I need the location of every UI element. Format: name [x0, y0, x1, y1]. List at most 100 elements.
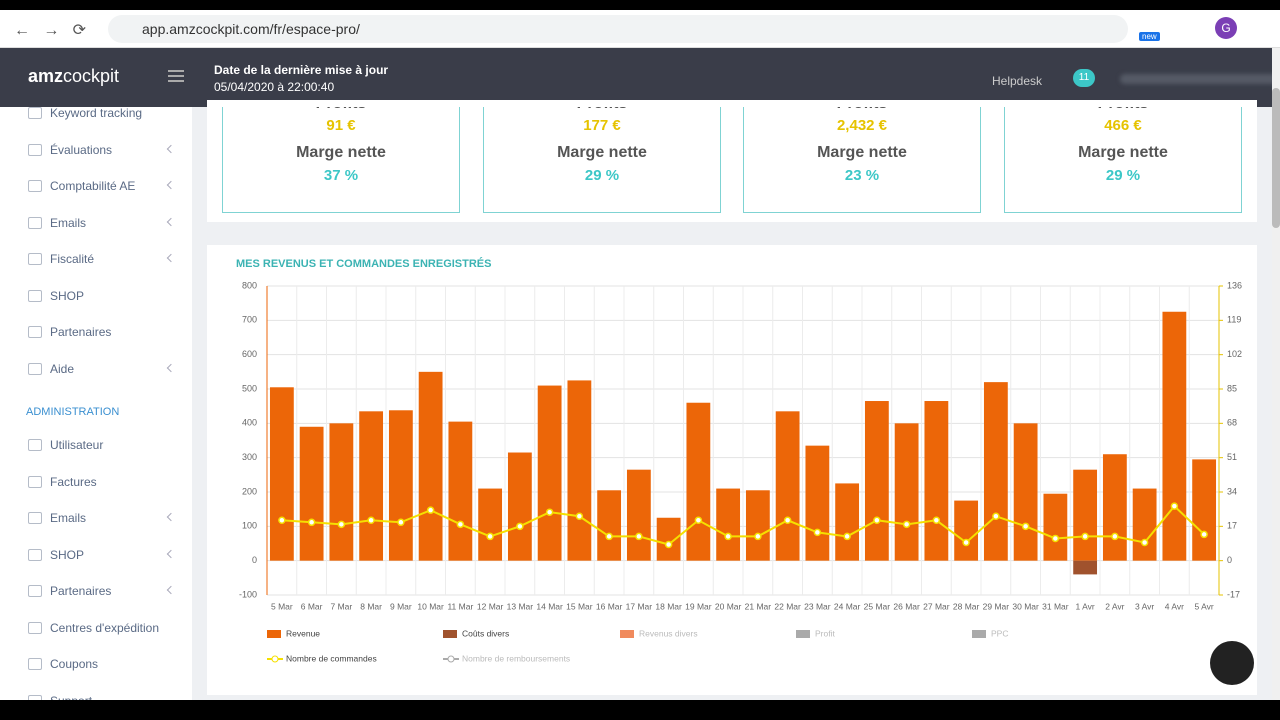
line-point — [367, 516, 375, 525]
y2-tick-label: 136 — [1227, 280, 1242, 290]
bar — [448, 421, 473, 561]
logo[interactable]: amzcockpit — [28, 66, 119, 87]
bar — [478, 488, 503, 561]
bar — [1073, 469, 1098, 561]
bottom-bar — [0, 700, 1280, 720]
nav-label: Comptabilité AE — [50, 179, 136, 193]
chart: MES REVENUS ET COMMANDES ENREGISTRÉS -10… — [236, 257, 1242, 663]
nav-label: Partenaires — [50, 584, 112, 598]
line-point — [694, 516, 703, 525]
nav-icon — [28, 585, 42, 597]
bar — [359, 411, 384, 561]
bar — [1013, 423, 1038, 561]
x-tick-label: 22 Mar — [774, 601, 801, 611]
nav-item[interactable]: Centres d'expédition — [0, 613, 192, 643]
line-point — [932, 516, 941, 525]
y-tick-label: 300 — [242, 452, 257, 462]
line-point — [1021, 522, 1030, 531]
nav-item[interactable]: Utilisateur — [0, 430, 192, 460]
x-tick-label: 24 Mar — [834, 601, 861, 611]
y-tick-label: 700 — [242, 315, 257, 325]
bar — [1073, 560, 1098, 575]
x-tick-label: 9 Mar — [390, 601, 412, 611]
nav-item[interactable]: SHOP — [0, 281, 192, 311]
y-tick-label: 200 — [242, 486, 257, 496]
bar — [1192, 459, 1217, 561]
nav-item[interactable]: Emails — [0, 208, 192, 238]
bar — [864, 401, 889, 561]
card-label: Profits — [223, 107, 459, 113]
legend-swatch — [443, 630, 457, 638]
nav-item[interactable]: Emails — [0, 503, 192, 533]
x-tick-label: 11 Mar — [447, 601, 473, 611]
x-tick-label: 13 Mar — [507, 601, 534, 611]
ext-badge: new — [1139, 32, 1160, 41]
nav-item[interactable]: Partenaires — [0, 576, 192, 606]
nav-icon — [28, 143, 42, 156]
logo-light: cockpit — [63, 66, 120, 86]
line-point — [962, 538, 970, 547]
address-bar[interactable]: app.amzcockpit.com/fr/espace-pro/ — [108, 15, 1128, 43]
bar — [745, 490, 770, 561]
nav-icon — [28, 216, 42, 229]
nav-icon — [28, 621, 42, 634]
line-point — [456, 520, 465, 529]
bar — [418, 371, 443, 561]
nav-item[interactable]: SHOP — [0, 540, 192, 570]
legend-label: Revenus divers — [639, 628, 698, 638]
nav-label: Utilisateur — [50, 438, 104, 452]
y2-tick-label: 17 — [1227, 521, 1237, 531]
x-tick-label: 31 Mar — [1042, 601, 1069, 611]
chat-avatar[interactable] — [1210, 641, 1254, 685]
line-point — [545, 508, 554, 516]
chevron — [166, 585, 176, 595]
nav-label: Keyword tracking — [50, 107, 143, 120]
bar — [567, 380, 592, 561]
bar — [983, 382, 1008, 561]
x-tick-label: 19 Mar — [685, 601, 712, 611]
bar — [388, 410, 413, 561]
nav-buttons[interactable]: ← → ⟳ — [14, 22, 87, 39]
notification-badge[interactable]: 11 — [1073, 69, 1095, 87]
y2-tick-label: 0 — [1227, 555, 1232, 565]
line-point — [486, 532, 494, 541]
nav-item[interactable]: Support — [0, 686, 192, 700]
margin-value: 23 % — [844, 167, 880, 184]
stat-card: Profits 466 € Marge nette 29 % — [1004, 107, 1242, 213]
line-point — [783, 516, 792, 525]
nav-item[interactable]: Comptabilité AE — [0, 171, 192, 201]
helpdesk[interactable]: Helpdesk — [992, 74, 1043, 88]
bar — [686, 402, 711, 561]
legend-swatch — [796, 630, 810, 638]
bar — [626, 469, 651, 561]
legend-swatch — [271, 655, 279, 663]
update-label: Date de la dernière mise à jour — [214, 63, 389, 77]
nav-item[interactable]: Coupons — [0, 649, 192, 679]
nav-item[interactable]: Fiscalité — [0, 244, 192, 274]
y2-tick-label: 102 — [1227, 349, 1242, 359]
legend-label: Coûts divers — [462, 628, 509, 638]
x-tick-label: 25 Mar — [864, 601, 891, 611]
y2-tick-label: -17 — [1227, 589, 1240, 599]
bar — [924, 401, 949, 561]
card-label: Profits — [744, 107, 980, 113]
scrollbar[interactable] — [1272, 48, 1280, 700]
top-bar — [0, 0, 1280, 10]
x-tick-label: 14 Mar — [536, 601, 563, 611]
menu-toggle[interactable] — [168, 70, 184, 82]
nav-item[interactable]: Évaluations — [0, 135, 192, 165]
y-tick-label: 800 — [242, 280, 257, 290]
y-tick-label: 400 — [242, 418, 257, 428]
avatar[interactable]: G — [1215, 17, 1237, 39]
legend-label: PPC — [991, 628, 1008, 638]
nav-label: Coupons — [50, 657, 99, 671]
nav-icon — [28, 475, 42, 488]
nav-item[interactable]: Factures — [0, 467, 192, 497]
chevron — [166, 512, 176, 522]
legend-swatch — [267, 630, 281, 638]
nav-item[interactable]: Partenaires — [0, 317, 192, 347]
nav-item[interactable]: Keyword tracking — [0, 107, 192, 128]
nav-label: Fiscalité — [50, 252, 95, 266]
bar — [716, 488, 741, 561]
nav-item[interactable]: Aide — [0, 354, 192, 384]
